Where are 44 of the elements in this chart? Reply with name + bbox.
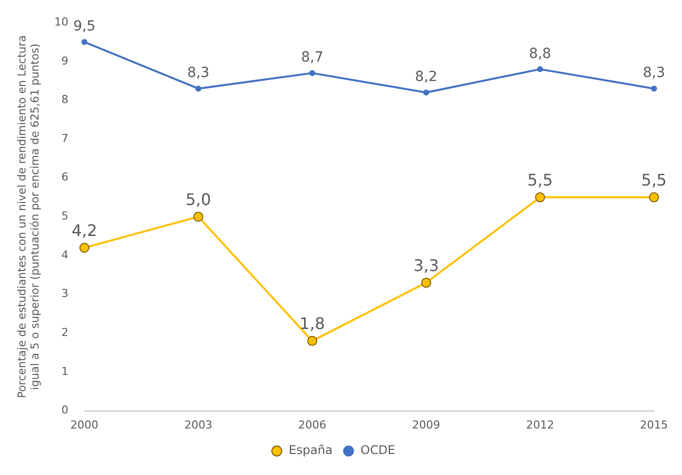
x-tick-label: 2006 <box>298 418 326 432</box>
point <box>195 86 202 92</box>
y-axis-title: Porcentaje de estudiantes con un nivel de rendimiento en Lectura igual a 5 o superior (puntuación por encima de 625,61 puntos) <box>15 35 42 398</box>
y-tick-label: 4 <box>61 248 68 262</box>
data-label: 9,5 <box>73 18 96 35</box>
point <box>535 192 546 202</box>
x-tick-label: 2009 <box>412 418 440 432</box>
point <box>307 336 318 346</box>
y-tick-label: 3 <box>61 287 68 300</box>
point <box>423 89 430 96</box>
y-tick-label: 9 <box>61 54 68 68</box>
data-label: 4,2 <box>72 220 98 240</box>
y-tick-label: 1 <box>61 364 68 378</box>
x-tick-label: 2000 <box>70 418 98 432</box>
data-label: 8,3 <box>642 65 666 82</box>
data-label: 8,7 <box>301 50 324 66</box>
data-label: 8,8 <box>528 46 552 62</box>
data-label: 5,5 <box>641 170 667 190</box>
point <box>81 39 88 46</box>
y-tick-label: 5 <box>61 210 68 223</box>
point <box>649 192 659 202</box>
x-tick-label: 2015 <box>640 418 668 432</box>
point <box>421 278 432 288</box>
point <box>651 86 657 92</box>
y-tick-label: 7 <box>61 132 68 145</box>
data-label: 1,8 <box>300 314 325 334</box>
y-tick-label: 8 <box>61 93 68 106</box>
data-label: 5,0 <box>186 190 212 209</box>
data-label: 3,3 <box>413 256 439 275</box>
y-tick-label: 0 <box>61 404 68 417</box>
y-tick-label: 6 <box>61 170 68 184</box>
point <box>537 66 544 72</box>
point <box>79 242 90 253</box>
x-tick-label: 2012 <box>526 418 554 432</box>
y-tick-label: 2 <box>61 326 68 340</box>
legend-label: España <box>288 443 333 458</box>
data-label: 8,3 <box>187 65 210 82</box>
point <box>193 212 204 222</box>
point <box>309 70 316 76</box>
data-label: 8,2 <box>415 69 438 86</box>
x-tick-label: 2003 <box>184 418 212 432</box>
legend-label: OCDE <box>360 443 396 458</box>
data-label: 5,5 <box>527 170 553 190</box>
y-tick-label: 10 <box>54 15 68 28</box>
